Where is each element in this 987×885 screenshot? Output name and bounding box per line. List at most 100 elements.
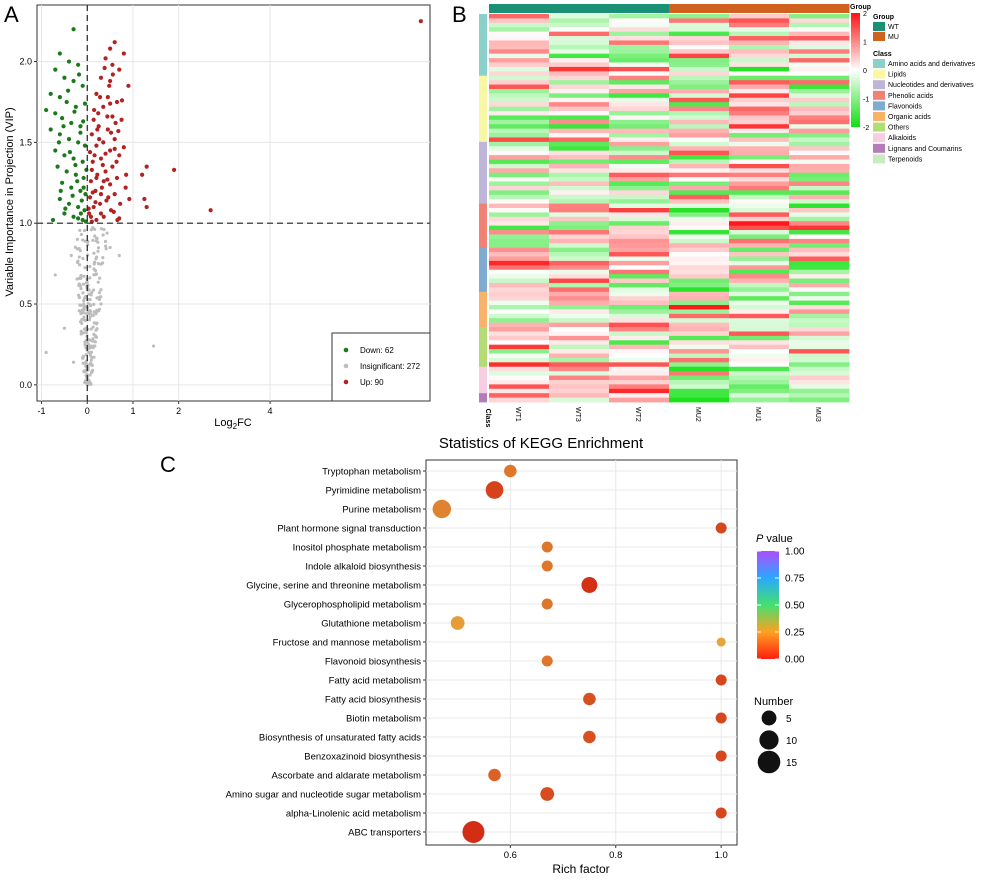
vip-point-insignificant: [88, 298, 92, 302]
heatmap-cell: [729, 168, 790, 174]
heatmap-cell: [609, 150, 670, 156]
heatmap-cell: [669, 190, 730, 196]
heatmap-legend-class-swatch: [873, 112, 885, 121]
vip-point-up: [113, 120, 118, 126]
heatmap-class-cell: [479, 177, 487, 182]
heatmap-cell: [489, 340, 550, 346]
heatmap-class-cell: [479, 260, 487, 266]
heatmap-cell: [669, 318, 730, 324]
heatmap-class-cell: [479, 194, 487, 200]
heatmap-cell: [729, 397, 790, 403]
heatmap-cell: [789, 260, 850, 266]
vip-point-up: [110, 62, 115, 67]
heatmap-column-label: WT1: [514, 407, 521, 422]
kegg-pathway-label: alpha-Linolenic acid metabolism: [286, 809, 421, 820]
heatmap-cell: [669, 388, 730, 394]
vip-point-insignificant: [82, 308, 86, 312]
heatmap-cell: [609, 106, 670, 112]
heatmap-cell: [789, 335, 850, 341]
kegg-point: [432, 499, 452, 519]
heatmap-cell: [669, 260, 730, 266]
heatmap-class-cell: [479, 75, 487, 81]
vip-point-up: [140, 172, 145, 177]
heatmap-cell: [549, 177, 610, 182]
heatmap-cell: [549, 230, 610, 235]
vip-point-insignificant: [77, 309, 81, 313]
vip-point-insignificant: [96, 280, 100, 284]
heatmap-colorbar-tick: 0: [863, 68, 867, 75]
heatmap-cell: [729, 296, 790, 301]
heatmap-cell: [789, 256, 850, 262]
kegg-pathway-label: Ascorbate and aldarate metabolism: [272, 771, 422, 782]
heatmap-cell: [669, 172, 730, 178]
heatmap-cell: [549, 88, 610, 94]
heatmap-cell: [789, 379, 850, 385]
heatmap-legend-class-label: Lignans and Coumarins: [888, 146, 962, 153]
vip-point-down: [73, 172, 78, 177]
kegg-pathway-label: Biotin metabolism: [346, 714, 421, 725]
vip-point-insignificant: [78, 284, 82, 288]
kegg-point: [715, 712, 727, 724]
heatmap-cell: [609, 49, 670, 55]
vip-point-insignificant: [99, 302, 103, 306]
heatmap-cell: [609, 238, 670, 244]
heatmap-class-cell: [479, 106, 487, 112]
heatmap-cell: [609, 88, 670, 94]
vip-x-tick-label: -1: [38, 406, 46, 416]
vip-point-down: [60, 180, 65, 185]
heatmap-class-cell: [479, 97, 487, 103]
heatmap-cell: [789, 111, 850, 116]
heatmap-class-cell: [479, 119, 487, 125]
heatmap-cell: [489, 371, 550, 376]
heatmap-cell: [669, 137, 730, 143]
heatmap-cell: [789, 128, 850, 134]
heatmap-cell: [729, 340, 790, 346]
heatmap-cell: [669, 194, 730, 200]
vip-point-down: [70, 193, 75, 198]
kegg-pathway-label: Plant hormone signal transduction: [277, 524, 421, 535]
heatmap-cell: [789, 349, 850, 354]
heatmap-cell: [789, 278, 850, 284]
heatmap-cell: [669, 155, 730, 160]
vip-point-up: [208, 208, 213, 213]
heatmap-cell: [669, 141, 730, 147]
vip-point-up: [91, 117, 96, 122]
heatmap-cell: [729, 322, 790, 328]
heatmap-cell: [549, 137, 610, 143]
vip-point-insignificant: [75, 247, 80, 251]
heatmap-class-cell: [479, 115, 487, 121]
heatmap-cell: [789, 291, 850, 297]
heatmap-class-cell: [479, 168, 487, 174]
heatmap-cell: [729, 371, 790, 376]
heatmap-cell: [489, 22, 550, 28]
vip-point-insignificant: [44, 350, 48, 355]
pvalue-colorbar-tick-label: 0.50: [785, 601, 805, 612]
heatmap-cell: [669, 340, 730, 346]
heatmap-legend-class-label: Flavonoids: [888, 103, 922, 110]
heatmap-cell: [669, 133, 730, 138]
heatmap-cell: [609, 75, 670, 81]
vip-point-insignificant: [97, 307, 101, 311]
vip-point-up: [112, 137, 117, 142]
heatmap-cell: [489, 318, 550, 324]
vip-point-insignificant: [89, 358, 93, 362]
kegg-x-tick-label: 0.8: [609, 850, 622, 861]
heatmap-legend-class-swatch: [873, 69, 885, 79]
vip-point-down: [67, 149, 73, 155]
vip-point-insignificant: [104, 244, 108, 248]
heatmap-cell: [549, 53, 610, 59]
heatmap-cell: [549, 36, 610, 41]
panel-label-b: B: [452, 2, 467, 27]
heatmap-cell: [729, 282, 790, 288]
vip-point-up: [97, 201, 103, 206]
pvalue-legend-title: P value: [756, 533, 793, 545]
vip-point-insignificant: [151, 344, 156, 348]
heatmap-cell: [669, 349, 730, 354]
heatmap-cell: [729, 203, 790, 209]
vip-point-insignificant: [87, 346, 92, 350]
heatmap-class-cell: [479, 181, 487, 187]
heatmap-class-cell: [479, 31, 487, 37]
heatmap-cell: [729, 22, 790, 28]
heatmap-class-cell: [479, 300, 487, 306]
heatmap-cell: [489, 62, 550, 68]
